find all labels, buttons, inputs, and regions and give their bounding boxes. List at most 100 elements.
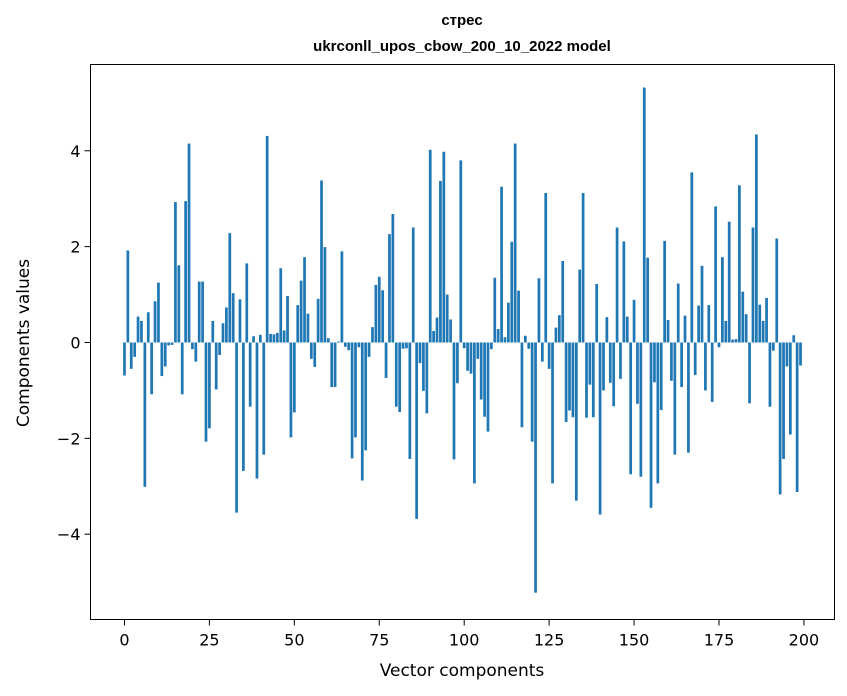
bar	[683, 315, 687, 343]
x-axis-ticks: 0 25 50 75 100 125 150 175 200	[119, 619, 820, 650]
bar	[721, 257, 724, 343]
bar	[197, 281, 201, 343]
bar	[659, 342, 663, 411]
bar	[676, 283, 680, 343]
x-axis-label: Vector components	[380, 661, 545, 681]
bar	[602, 342, 605, 391]
bar	[544, 192, 548, 343]
bar	[445, 294, 449, 343]
bar	[374, 284, 378, 343]
bar	[731, 339, 734, 343]
bar	[313, 342, 317, 367]
bar	[347, 342, 351, 351]
bar	[442, 151, 446, 343]
bar	[741, 291, 745, 343]
bar	[697, 305, 700, 343]
bar	[296, 305, 300, 343]
bar	[792, 335, 796, 343]
bar	[449, 319, 452, 343]
bar	[337, 341, 340, 343]
bar	[561, 261, 565, 343]
bar	[140, 320, 143, 343]
bar	[252, 336, 255, 343]
bar	[381, 290, 385, 343]
bar	[255, 342, 259, 479]
x-tick-label: 175	[704, 631, 735, 650]
bar	[377, 276, 381, 343]
bar	[537, 278, 541, 343]
bar	[398, 342, 402, 412]
bar	[225, 307, 228, 343]
bar	[748, 342, 751, 404]
y-tick-label: −2	[57, 429, 81, 448]
chart-title: стрес	[441, 12, 482, 29]
bar	[282, 330, 286, 343]
bar	[269, 333, 272, 343]
bar	[357, 342, 361, 348]
bar	[673, 342, 677, 455]
bar	[714, 206, 717, 343]
bar	[235, 342, 238, 513]
bar	[778, 342, 782, 495]
bar	[364, 342, 368, 451]
bar	[554, 327, 558, 343]
bar	[262, 342, 266, 455]
bar	[388, 234, 391, 343]
bar	[490, 342, 493, 350]
bar	[194, 342, 198, 362]
bar	[191, 342, 194, 350]
bar	[473, 342, 476, 484]
bar	[649, 342, 653, 508]
bar	[316, 298, 320, 343]
bar	[371, 327, 374, 343]
bar	[174, 202, 177, 343]
bar	[170, 342, 174, 345]
bar	[204, 342, 208, 442]
bar	[286, 295, 289, 343]
bar	[727, 221, 731, 343]
bar	[391, 214, 395, 343]
bar	[527, 342, 531, 349]
y-tick-label: −4	[57, 525, 81, 544]
bar	[761, 320, 765, 343]
bar	[456, 342, 459, 384]
bar	[180, 342, 184, 395]
bar	[133, 342, 137, 357]
x-tick-label: 100	[449, 631, 480, 650]
bar	[272, 334, 276, 343]
bar	[309, 342, 313, 359]
bar	[248, 342, 252, 407]
bar	[265, 135, 269, 343]
x-tick-label: 200	[789, 631, 820, 650]
bar	[619, 342, 622, 379]
bar	[394, 342, 398, 407]
bar	[469, 342, 473, 374]
bar	[547, 342, 551, 369]
bar	[551, 342, 554, 484]
bar	[242, 342, 245, 471]
bar	[320, 180, 323, 343]
bar	[462, 342, 466, 349]
y-tick-label: 0	[70, 333, 80, 352]
bar	[670, 342, 673, 381]
bar	[588, 342, 592, 385]
bar	[510, 241, 514, 343]
bars-group	[123, 87, 802, 593]
x-tick-label: 25	[199, 631, 219, 650]
bar	[557, 315, 561, 343]
bar	[513, 143, 517, 343]
bar	[231, 293, 235, 343]
bar	[384, 342, 388, 378]
bar	[208, 342, 211, 429]
bar	[150, 342, 154, 395]
bar	[350, 342, 354, 459]
bar	[214, 342, 218, 390]
bar	[680, 342, 683, 388]
bar	[326, 338, 330, 343]
bar	[435, 317, 439, 343]
bar	[418, 342, 422, 364]
bar	[343, 342, 347, 347]
bar	[493, 277, 497, 343]
bar	[758, 304, 762, 343]
bar	[578, 269, 582, 343]
